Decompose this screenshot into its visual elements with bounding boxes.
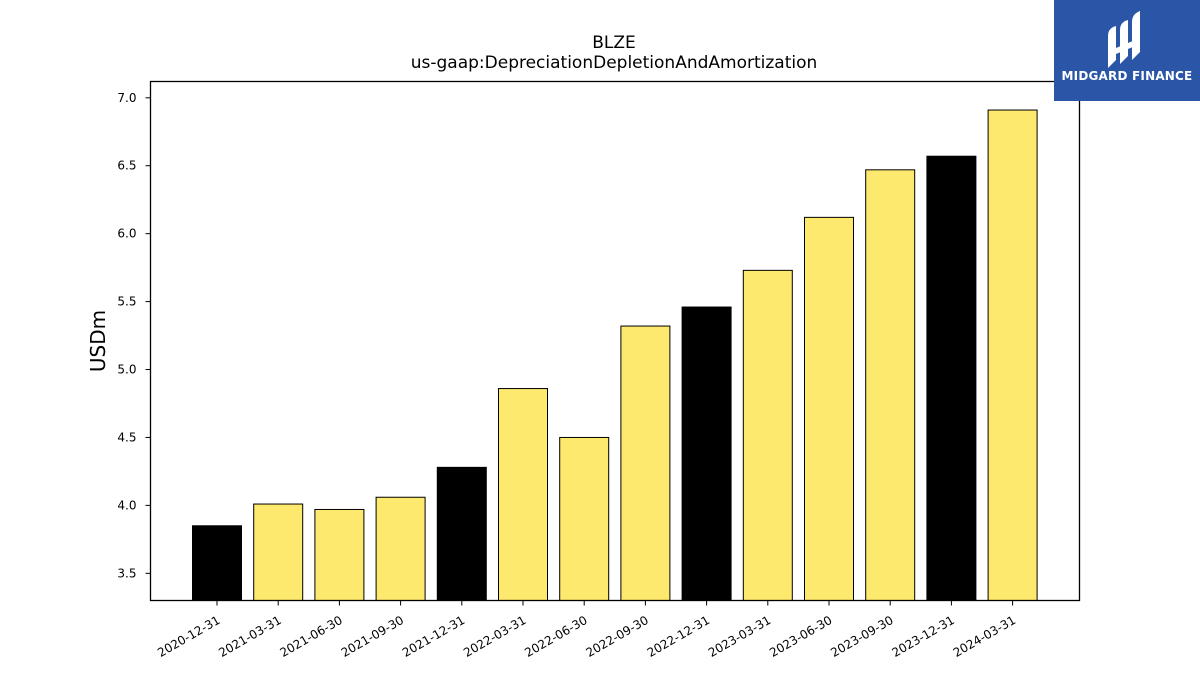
- y-tick-label: 5.5: [117, 295, 136, 309]
- chart-title: BLZE: [592, 33, 636, 53]
- x-tick-label: 2020-12-31: [155, 613, 222, 660]
- bar-2023-12-31: [926, 155, 977, 601]
- logo-mark-icon: [1108, 11, 1140, 68]
- x-tick-label: 2023-06-30: [767, 613, 834, 660]
- bar-2022-09-30: [620, 325, 671, 601]
- x-tick-label: 2021-09-30: [339, 613, 406, 660]
- bars-group: [192, 109, 1038, 602]
- bar-2021-09-30: [375, 496, 426, 602]
- x-tick-label: 2022-12-31: [645, 613, 712, 660]
- y-tick-label: 6.0: [117, 227, 136, 241]
- x-tick-label: 2021-06-30: [277, 613, 344, 660]
- y-tick-label: 4.0: [117, 498, 136, 512]
- y-tick-label: 7.0: [117, 91, 136, 105]
- bar-2022-03-31: [498, 388, 548, 602]
- y-tick-label: 4.5: [117, 430, 136, 444]
- logo-text: MIDGARD FINANCE: [1061, 69, 1193, 83]
- bar-2020-12-31: [192, 525, 242, 601]
- x-tick-label: 2022-06-30: [522, 613, 589, 660]
- plot-frame: [149, 80, 1081, 602]
- bar-2022-12-31: [681, 306, 732, 601]
- chart-subtitle: us-gaap:DepreciationDepletionAndAmortiza…: [411, 53, 818, 73]
- x-tick-label: 2023-09-30: [828, 613, 895, 660]
- y-tick-label: 6.5: [117, 159, 136, 173]
- y-axis-ticks: 3.5 4.0 4.5 5.0 5.5 6.0 6.5 7.0: [117, 91, 151, 580]
- midgard-finance-logo: MIDGARD FINANCE: [1054, 0, 1200, 101]
- x-tick-label: 2023-12-31: [889, 613, 956, 660]
- x-tick-label: 2022-09-30: [583, 613, 650, 660]
- x-tick-label: 2022-03-31: [461, 613, 528, 660]
- x-tick-label: 2021-03-31: [216, 613, 283, 660]
- bar-2021-12-31: [436, 466, 487, 601]
- bar-2021-06-30: [314, 508, 365, 601]
- y-tick-label: 3.5: [117, 566, 136, 580]
- y-axis-label: USDm: [86, 310, 110, 372]
- bar-2023-06-30: [804, 216, 854, 602]
- x-axis-ticks: 2020-12-312021-03-312021-06-302021-09-30…: [155, 600, 1018, 660]
- bar-2021-03-31: [253, 503, 304, 601]
- bar-2023-09-30: [865, 169, 916, 601]
- y-tick-label: 5.0: [117, 363, 136, 377]
- x-tick-label: 2023-03-31: [706, 613, 773, 660]
- bar-2022-06-30: [559, 436, 610, 601]
- x-tick-label: 2021-12-31: [400, 613, 467, 660]
- x-tick-label: 2024-03-31: [951, 613, 1018, 660]
- bar-2024-03-31: [987, 109, 1038, 602]
- bar-2023-03-31: [742, 269, 793, 601]
